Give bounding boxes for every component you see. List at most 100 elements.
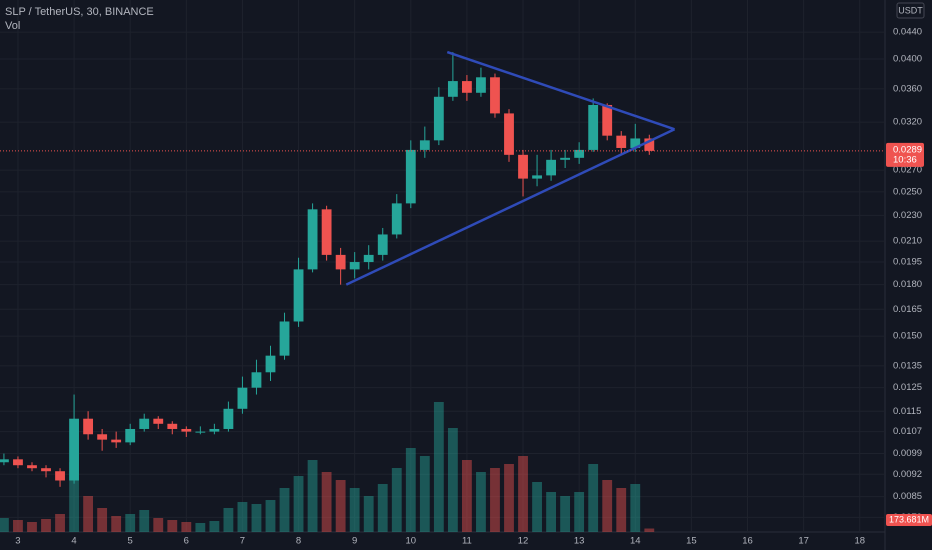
y-tick-label: 0.0400 [893,54,922,65]
y-tick-label: 0.0099 [893,448,922,459]
axes: 0.0440 0.0400 0.0360 0.0320 0.0270 0.0250 0.02… [15,27,932,547]
y-tick-label: 0.0107 [893,426,922,437]
x-tick-label: 17 [798,536,809,547]
x-tick-label: 13 [574,536,585,547]
x-tick-label: 16 [742,536,753,547]
candle-body [391,203,402,235]
candle-body [616,135,627,148]
volume-bar [462,460,472,532]
y-tick-label: 0.0210 [893,236,922,247]
candle-body [574,149,585,158]
volume-bar [630,484,641,532]
volume-bar [139,510,150,532]
candle-body [237,387,248,409]
last-volume-label: 173.681M [889,514,929,524]
volume-bar [419,456,430,532]
volume-bar [377,484,388,532]
candle-body [447,81,458,97]
candle-body [419,140,430,150]
candle-body [279,321,290,356]
candle-body [490,77,500,114]
candle-body [265,355,276,373]
candle-body [13,459,23,466]
candle-body [405,149,416,204]
y-tick-label: 0.0270 [893,165,922,176]
candle-body [153,418,164,424]
x-tick-label: 3 [15,536,20,547]
y-tick-label: 0.0250 [893,186,922,197]
x-tick-label: 18 [854,536,865,547]
trend-line [446,50,675,131]
candle-body [504,113,514,155]
y-tick-label: 0.0180 [893,279,922,290]
candle-body [546,159,557,176]
volume-bar [69,462,79,532]
candle-body [195,431,206,433]
x-tick-label: 9 [352,536,357,547]
candle-body [83,418,94,435]
candle-body [251,372,262,388]
candle-body [167,423,178,429]
candle-body [433,96,444,141]
volume-bar [27,522,37,532]
currency-box[interactable] [896,2,925,19]
volume-bar [223,508,234,532]
candle-body [181,428,192,432]
x-tick-label: 15 [686,536,697,547]
volume-bar [97,508,108,532]
x-tick-label: 8 [296,536,301,547]
volume-bar [433,402,444,532]
candle-body [321,209,332,255]
volume-bar [349,488,360,532]
volume-bar [321,472,332,532]
volume-bar [490,468,500,532]
candle-body [476,77,486,93]
volume-bar [518,456,528,532]
candle-body [602,104,613,136]
last-volume-box [886,514,932,526]
candle-body [111,439,122,443]
candle-body [644,138,655,151]
volume-title: Vol [5,20,20,32]
candle-body [209,428,220,432]
candle-body [377,234,388,255]
candle-body [518,154,528,179]
candle-body [0,459,9,463]
y-tick-label: 0.0092 [893,469,922,480]
y-tick-label: 0.0125 [893,382,922,393]
volume-pane [0,402,655,532]
candle-body [307,209,318,270]
candle-body [588,104,599,150]
volume-bar [167,520,178,532]
candle-body [223,408,234,429]
candles [0,52,655,487]
candle-body [363,254,374,263]
volume-bar [209,521,220,532]
candle-body [462,81,472,93]
volume-bar [602,480,613,532]
x-tick-label: 4 [71,536,76,547]
volume-bar [83,496,94,532]
volume-bar [13,520,23,532]
volume-bar [476,472,486,532]
candle-body [293,269,304,322]
volume-bar [55,514,65,532]
candle-body [335,254,346,270]
volume-bar [363,496,374,532]
last-price-box [886,142,924,167]
candle-body [560,157,571,160]
volume-bar [125,514,136,532]
candle-body [125,428,136,443]
candle-body [630,138,641,148]
volume-bar [153,518,164,532]
currency[interactable]: USDT [898,5,923,15]
x-tick-label: 14 [630,536,641,547]
volume-bar [574,492,585,532]
volume-bar [644,528,655,532]
volume-bar [307,460,318,532]
trend-line [345,128,676,286]
volume-bar [265,500,276,532]
x-tick-label: 5 [128,536,133,547]
volume-bar [560,496,571,532]
y-tick-label: 0.0135 [893,360,922,371]
